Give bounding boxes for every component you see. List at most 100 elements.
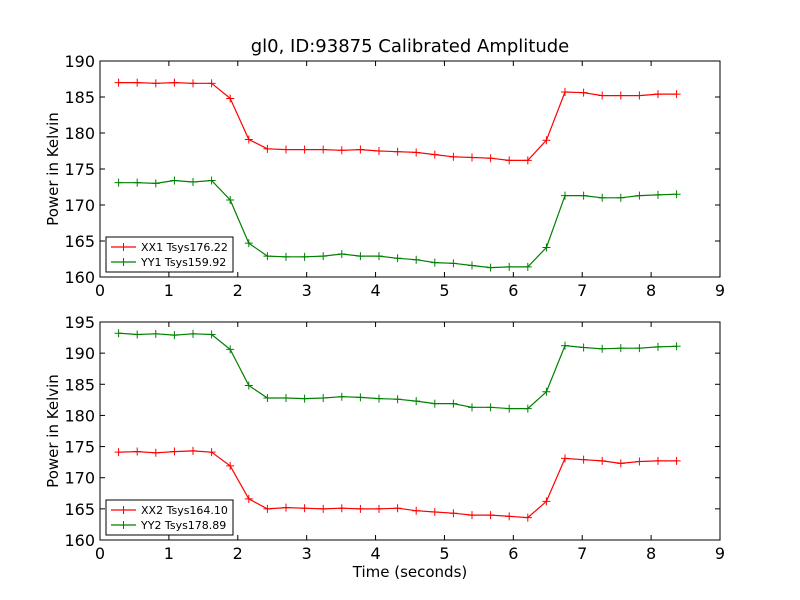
bottom-y-tick-label: 195 — [64, 313, 95, 332]
bottom-y-tick-label: 160 — [64, 531, 95, 550]
top-x-tick-label: 5 — [439, 281, 449, 300]
data-point-xx1 — [468, 153, 476, 162]
top-y-tick-label: 165 — [64, 232, 95, 251]
data-point-xx2 — [393, 504, 402, 513]
data-point-yy1 — [393, 254, 402, 263]
bottom-x-tick-label: 2 — [233, 544, 243, 563]
data-point-yy2 — [523, 404, 532, 413]
data-point-yy1 — [170, 176, 179, 185]
top-y-tick-label: 190 — [64, 52, 95, 71]
data-point-xx1 — [449, 152, 458, 161]
top-y-axis-label: Power in Kelvin — [44, 112, 62, 226]
bottom-legend-box — [105, 499, 234, 536]
data-point-yy1 — [598, 193, 607, 202]
data-point-yy1 — [356, 252, 365, 261]
data-point-yy2 — [356, 393, 365, 402]
data-point-xx2 — [133, 447, 142, 456]
data-point-yy1 — [226, 195, 235, 204]
data-point-yy1 — [430, 258, 439, 267]
bottom-x-tick-label: 9 — [715, 544, 725, 563]
data-point-xx2 — [505, 512, 514, 521]
data-point-yy1 — [523, 262, 532, 271]
data-point-yy1 — [672, 190, 681, 199]
data-point-xx2 — [263, 504, 272, 513]
bottom-x-tick-label: 5 — [439, 544, 449, 563]
top-y-tick-label: 185 — [64, 88, 95, 107]
data-point-xx1 — [654, 90, 662, 99]
data-point-yy1 — [486, 263, 495, 272]
data-point-yy1 — [635, 191, 644, 200]
bottom-y-tick-label: 185 — [64, 375, 95, 394]
data-point-yy2 — [170, 331, 179, 340]
data-point-xx1 — [561, 87, 569, 96]
data-point-xx1 — [542, 136, 551, 145]
data-point-yy1 — [244, 239, 253, 248]
chart-title: gl0, ID:93875 Calibrated Amplitude — [251, 36, 570, 57]
data-point-xx1 — [523, 156, 532, 165]
top-x-tick-label: 0 — [95, 281, 105, 300]
data-point-yy2 — [598, 344, 607, 353]
data-point-yy1 — [468, 261, 476, 270]
data-point-yy2 — [133, 330, 142, 339]
data-point-xx2 — [170, 447, 179, 456]
data-point-xx2 — [189, 446, 197, 455]
data-point-xx2 — [356, 504, 365, 513]
bottom-y-tick-label: 175 — [64, 438, 95, 457]
legend-label-yy1: YY1 Tsys159.92 — [140, 256, 226, 269]
legend-label-xx2: XX2 Tsys164.10 — [141, 504, 228, 517]
legend-marker-xx2 — [119, 506, 128, 514]
data-point-yy2 — [430, 399, 439, 408]
data-point-yy1 — [505, 262, 514, 271]
data-point-xx1 — [356, 145, 365, 154]
data-point-yy2 — [226, 345, 235, 354]
data-point-yy1 — [375, 252, 383, 261]
data-point-xx2 — [523, 513, 532, 522]
legend-marker-xx1 — [119, 243, 128, 251]
data-point-yy2 — [282, 393, 290, 402]
data-point-yy1 — [542, 243, 551, 252]
data-point-xx2 — [468, 511, 476, 520]
data-point-yy2 — [654, 342, 662, 351]
top-x-tick-label: 7 — [577, 281, 587, 300]
data-point-xx1 — [133, 78, 142, 87]
data-point-yy2 — [542, 387, 551, 396]
legend-marker-yy1 — [119, 258, 128, 266]
bottom-x-tick-label: 7 — [577, 544, 587, 563]
data-point-yy1 — [337, 249, 346, 258]
bottom-axes-frame — [99, 321, 721, 541]
data-point-xx2 — [300, 504, 309, 513]
data-point-xx2 — [412, 506, 421, 515]
data-point-xx2 — [282, 503, 290, 512]
bottom-x-tick-label: 4 — [370, 544, 380, 563]
data-point-yy1 — [263, 252, 272, 261]
data-point-yy1 — [282, 252, 290, 261]
bottom-x-tick-label: 3 — [302, 544, 312, 563]
data-point-yy2 — [319, 393, 328, 402]
data-point-xx1 — [375, 147, 383, 155]
top-y-tick-label: 180 — [64, 124, 95, 143]
data-point-xx1 — [672, 90, 681, 99]
data-point-xx1 — [263, 144, 272, 153]
data-point-xx2 — [114, 448, 123, 457]
data-point-yy1 — [319, 252, 328, 261]
data-point-xx2 — [430, 507, 439, 516]
data-point-yy2 — [635, 344, 644, 353]
data-point-yy1 — [189, 177, 197, 186]
data-point-xx1 — [282, 145, 290, 154]
bottom-x-tick-label: 1 — [164, 544, 174, 563]
top-panel: 0 1 2 3 4 5 6 7 8 9 160 165 170 175 180 185 190 Power in … — [44, 52, 725, 300]
legend-label-xx1: XX1 Tsys176.22 — [141, 241, 228, 254]
data-point-yy2 — [579, 343, 588, 352]
data-point-xx2 — [375, 504, 383, 513]
data-point-yy2 — [672, 342, 681, 351]
data-point-yy2 — [412, 397, 421, 406]
data-point-xx1 — [337, 146, 346, 155]
data-point-xx2 — [486, 511, 495, 520]
data-point-yy2 — [207, 330, 216, 339]
data-point-yy2 — [337, 392, 346, 401]
data-point-yy2 — [151, 329, 160, 338]
top-legend-box — [105, 236, 234, 273]
data-point-yy2 — [189, 329, 197, 338]
data-point-yy2 — [263, 393, 272, 402]
